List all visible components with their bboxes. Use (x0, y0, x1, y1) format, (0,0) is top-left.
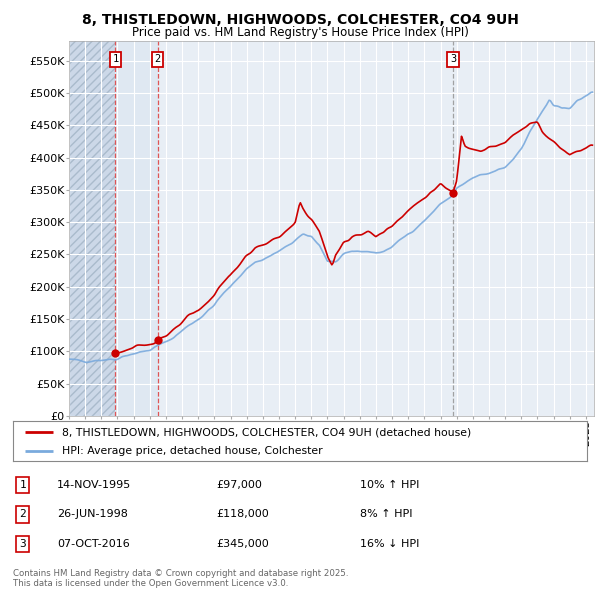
Text: Price paid vs. HM Land Registry's House Price Index (HPI): Price paid vs. HM Land Registry's House … (131, 26, 469, 39)
Text: 2: 2 (154, 54, 161, 64)
Text: 14-NOV-1995: 14-NOV-1995 (57, 480, 131, 490)
Text: 1: 1 (112, 54, 118, 64)
Text: Contains HM Land Registry data © Crown copyright and database right 2025.
This d: Contains HM Land Registry data © Crown c… (13, 569, 349, 588)
Text: 1: 1 (19, 480, 26, 490)
Text: 07-OCT-2016: 07-OCT-2016 (57, 539, 130, 549)
Text: £97,000: £97,000 (216, 480, 262, 490)
Bar (115, 41, 158, 416)
Text: 3: 3 (19, 539, 26, 549)
Text: 8, THISTLEDOWN, HIGHWOODS, COLCHESTER, CO4 9UH (detached house): 8, THISTLEDOWN, HIGHWOODS, COLCHESTER, C… (62, 427, 471, 437)
Text: 26-JUN-1998: 26-JUN-1998 (57, 510, 128, 519)
Text: 3: 3 (450, 54, 456, 64)
Text: 16% ↓ HPI: 16% ↓ HPI (360, 539, 419, 549)
Text: £345,000: £345,000 (216, 539, 269, 549)
Text: £118,000: £118,000 (216, 510, 269, 519)
Text: 8, THISTLEDOWN, HIGHWOODS, COLCHESTER, CO4 9UH: 8, THISTLEDOWN, HIGHWOODS, COLCHESTER, C… (82, 13, 518, 27)
Text: HPI: Average price, detached house, Colchester: HPI: Average price, detached house, Colc… (62, 445, 323, 455)
Text: 2: 2 (19, 510, 26, 519)
Text: 10% ↑ HPI: 10% ↑ HPI (360, 480, 419, 490)
Text: 8% ↑ HPI: 8% ↑ HPI (360, 510, 413, 519)
